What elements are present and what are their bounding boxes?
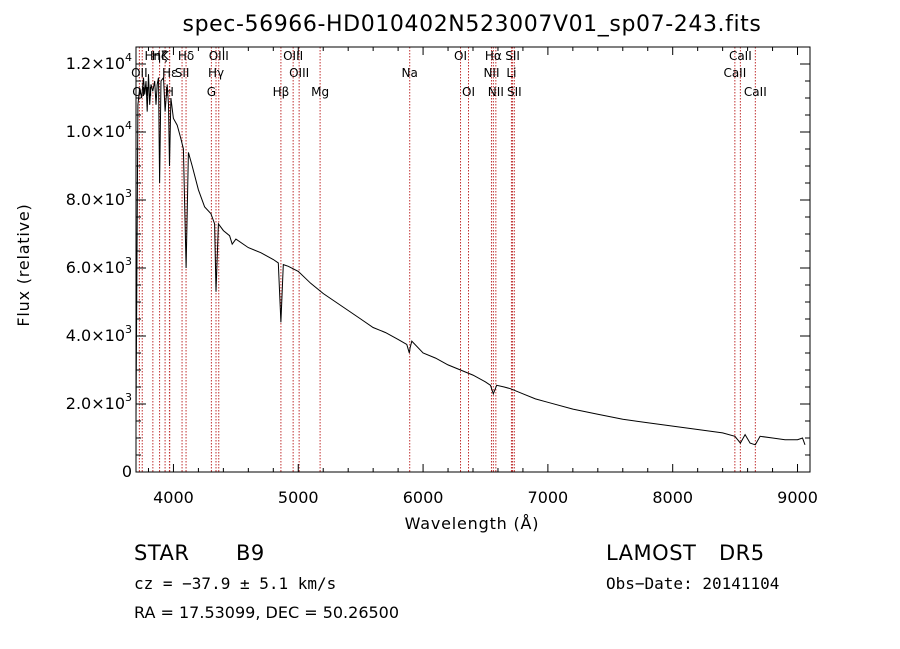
y-axis-label: Flux (relative)	[14, 203, 33, 326]
data-release: DR5	[719, 541, 765, 565]
y-tick-label: 8.0×103	[66, 187, 132, 209]
y-tick-label: 2.0×103	[66, 391, 132, 413]
spectral-line-label: NII	[483, 66, 499, 80]
coordinates: RA = 17.53099, DEC = 50.26500	[134, 603, 400, 622]
y-tick-label: 4.0×103	[66, 323, 132, 345]
redshift-cz: cz = −37.9 ± 5.1 km/s	[134, 574, 337, 593]
x-tick-label: 4000	[153, 488, 194, 507]
spectral-line-label: SII	[507, 85, 522, 99]
spectral-line-markers	[138, 47, 756, 472]
spectral-line-label: Hα	[485, 49, 502, 63]
y-tick-label: 1.2×104	[66, 51, 132, 73]
spectral-line-label: G	[207, 85, 216, 99]
spectral-line-label: OIII	[132, 85, 152, 99]
x-axis-label: Wavelength (Å)	[405, 514, 540, 533]
spectral-line-label: NII	[488, 85, 504, 99]
spectral-line-label: SII	[505, 49, 520, 63]
spectral-line-label: CaII	[723, 66, 746, 80]
spectral-line-label: SII	[175, 66, 190, 80]
x-tick-label: 6000	[403, 488, 444, 507]
spectral-line-label: OI	[454, 49, 467, 63]
survey-name: LAMOST	[606, 541, 697, 565]
plot-frame	[135, 46, 811, 473]
spectral-line-label: Hβ	[273, 85, 290, 99]
spectral-line-label: Hη	[145, 49, 162, 63]
object-class: STAR	[134, 541, 190, 565]
spectral-line-label: OIII	[283, 49, 303, 63]
spectral-line-label: CaII	[729, 49, 752, 63]
spectral-line-label: Hζ	[152, 49, 168, 63]
spectral-line-label: OII	[131, 66, 148, 80]
x-tick-label: 5000	[278, 488, 319, 507]
y-tick-label: 6.0×103	[66, 255, 132, 277]
x-tick-label: 7000	[528, 488, 569, 507]
spectral-line-label: Na	[402, 66, 418, 80]
spectral-line-label: Mg	[311, 85, 329, 99]
spectral-line-label: CaII	[744, 85, 767, 99]
spectral-line-label: Hδ	[178, 49, 194, 63]
spectral-line-label: K	[161, 49, 170, 63]
spectral-line-label: Li	[506, 66, 516, 80]
spectral-line-label: H	[165, 85, 174, 99]
x-tick-label: 8000	[652, 488, 693, 507]
spectral-line-label: Hε	[162, 66, 178, 80]
spectral-line-label: Hγ	[208, 66, 224, 80]
subclass: B9	[236, 541, 265, 565]
observation-date: Obs−Date: 20141104	[606, 574, 780, 593]
spectral-line-label: OIII	[209, 49, 229, 63]
x-tick-label: 9000	[777, 488, 818, 507]
spectral-line-label: OI	[462, 85, 475, 99]
y-tick-label: 1.0×104	[66, 119, 132, 141]
spectral-line-label: OIII	[289, 66, 309, 80]
spectrum-line	[135, 74, 806, 446]
axis-ticks: 4000 5000 6000 7000 8000 9000 0 2.0×103 4.0×103 6…	[66, 47, 818, 507]
y-tick-label: 0	[122, 462, 132, 481]
chart-title: spec-56966-HD010402N523007V01_sp07-243.f…	[183, 12, 762, 37]
